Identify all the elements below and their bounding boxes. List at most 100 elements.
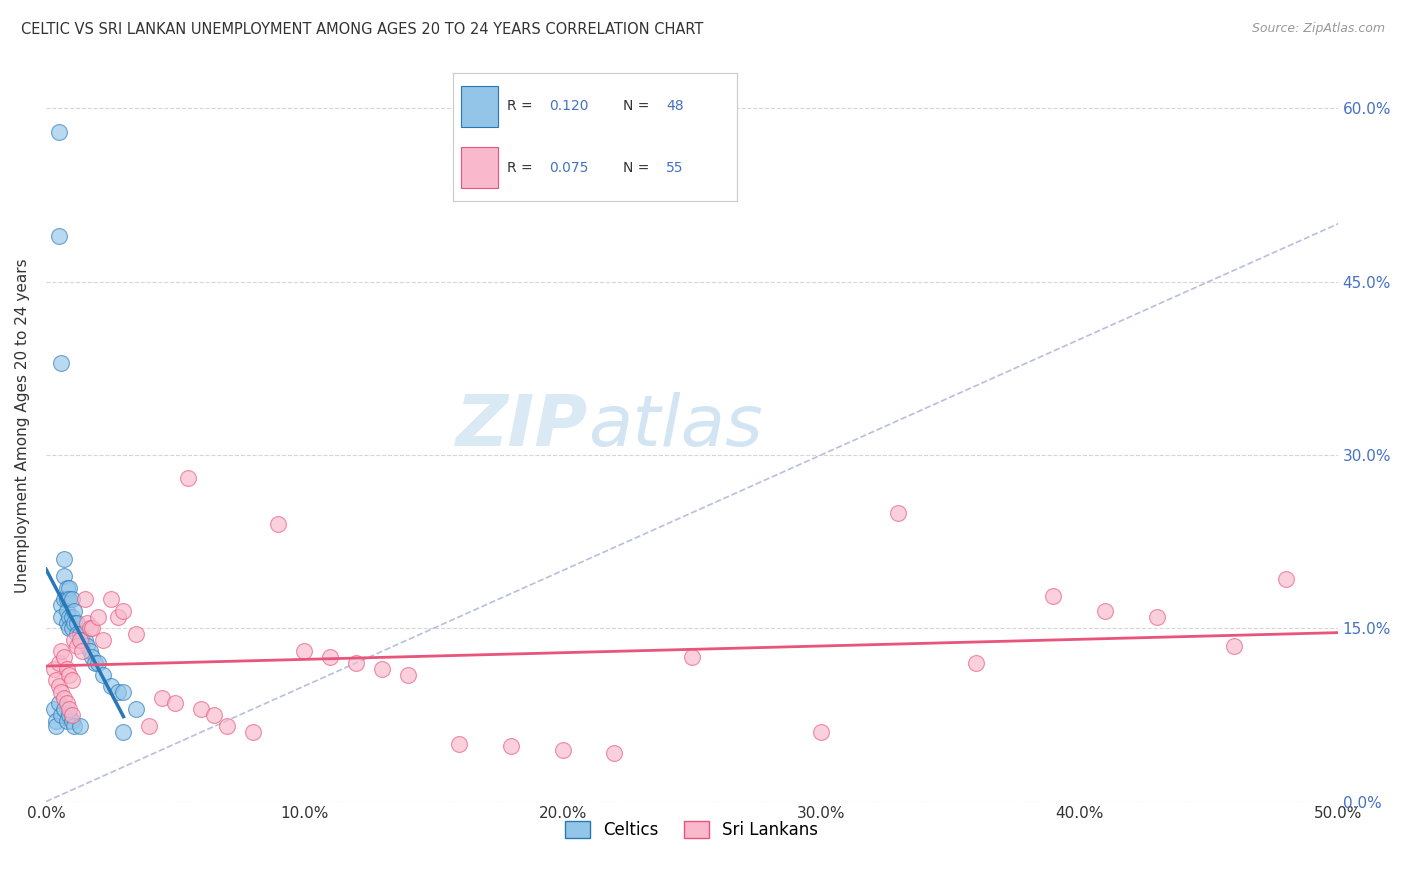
Point [70,632,93,647]
Point [60,592,83,607]
Point [60,621,83,635]
Point [215,719,238,733]
Point [42,662,65,676]
Point [100,679,122,693]
Point [107,609,129,624]
Point [63,604,86,618]
Point [267,517,290,532]
Text: ZIP: ZIP [456,392,589,460]
Point [60,707,83,722]
Point [112,725,135,739]
Point [58,581,80,595]
Point [73,632,96,647]
Point [70,644,93,658]
Point [202,707,225,722]
Point [55,604,77,618]
Point [48,679,70,693]
Point [84,656,107,670]
Point [112,604,135,618]
Point [79,644,101,658]
Text: CELTIC VS SRI LANKAN UNEMPLOYMENT AMONG AGES 20 TO 24 YEARS CORRELATION CHART: CELTIC VS SRI LANKAN UNEMPLOYMENT AMONG … [21,22,703,37]
Point [51,707,73,722]
Point [887,506,910,520]
Point [165,697,187,711]
Point [319,650,342,665]
Point [66,639,89,653]
Point [344,656,367,670]
Point [58,592,80,607]
Point [1275,572,1298,586]
Point [100,592,122,607]
Point [60,714,83,728]
Point [55,592,77,607]
Point [53,569,76,583]
Point [603,746,626,760]
Point [138,719,160,733]
Point [69,627,91,641]
Point [76,615,98,630]
Point [69,632,91,647]
Point [45,673,67,688]
Point [66,615,89,630]
Point [107,685,129,699]
Point [125,627,148,641]
Point [82,621,104,635]
Point [1094,604,1116,618]
Point [1223,639,1246,653]
Legend: Celtics, Sri Lankans: Celtics, Sri Lankans [558,814,825,846]
Point [51,609,73,624]
Point [51,685,73,699]
Point [681,650,703,665]
Point [63,632,86,647]
Point [292,644,315,658]
Point [58,707,80,722]
Point [55,615,77,630]
Point [79,621,101,635]
Point [53,592,76,607]
Point [86,609,108,624]
Point [499,739,522,753]
Point [112,685,135,699]
Point [55,697,77,711]
Point [66,627,89,641]
Point [810,725,832,739]
Point [177,471,200,485]
Point [63,615,86,630]
Point [125,702,148,716]
Point [76,639,98,653]
Point [51,644,73,658]
Y-axis label: Unemployment Among Ages 20 to 24 years: Unemployment Among Ages 20 to 24 years [15,259,30,593]
Point [150,690,173,705]
Point [965,656,987,670]
Point [58,667,80,681]
Point [42,702,65,716]
Point [73,592,96,607]
Point [48,697,70,711]
Point [190,702,212,716]
Point [1146,609,1168,624]
Point [69,719,91,733]
Point [55,581,77,595]
Point [1042,589,1064,603]
Point [58,609,80,624]
Point [53,702,76,716]
Point [449,737,471,751]
Point [45,714,67,728]
Point [86,656,108,670]
Point [53,552,76,566]
Point [242,725,264,739]
Point [91,632,114,647]
Point [48,656,70,670]
Point [48,228,70,243]
Point [551,742,574,756]
Point [53,690,76,705]
Point [63,719,86,733]
Point [60,673,83,688]
Text: atlas: atlas [589,392,763,460]
Point [58,621,80,635]
Point [396,667,419,681]
Point [51,355,73,369]
Point [51,598,73,612]
Point [48,124,70,138]
Point [60,609,83,624]
